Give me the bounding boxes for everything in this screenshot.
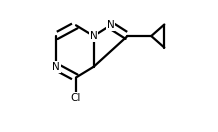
- Text: N: N: [52, 62, 60, 72]
- Text: N: N: [107, 20, 114, 30]
- Text: Cl: Cl: [71, 93, 81, 103]
- Text: N: N: [90, 31, 97, 41]
